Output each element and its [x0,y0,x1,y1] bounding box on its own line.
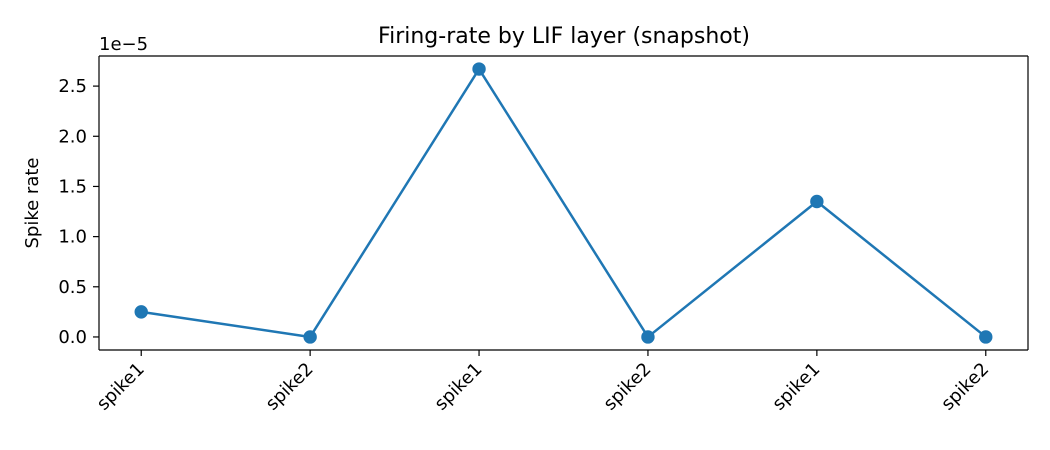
y-axis-offset-label: 1e−5 [99,34,148,55]
data-point [641,330,655,344]
data-point [810,194,824,209]
y-tick-label: 2.0 [58,126,87,147]
data-point [303,330,317,344]
x-tick-label: spike1 [768,359,824,415]
x-tick-label: spike1 [93,359,149,415]
x-tick-label: spike2 [937,359,993,415]
axes: 0.0 0.5 1.0 1.5 2.0 2.5 spike1 spike2 spike1 spik… [58,55,1029,415]
data-point [472,62,486,76]
x-tick-label: spike1 [431,359,487,415]
plot-area [134,62,993,344]
y-tick-label: 0.5 [58,277,87,298]
data-point [979,330,993,344]
data-point [134,305,148,319]
chart-title: Firing-rate by LIF layer (snapshot) [378,24,750,49]
x-tick-label: spike2 [262,359,318,415]
y-tick-label: 1.5 [58,176,87,197]
y-tick-label: 2.5 [58,76,87,97]
series-line [139,67,988,339]
x-tick-label: spike2 [600,359,656,415]
y-tick-label: 0.0 [58,327,87,348]
y-axis-label: Spike rate [22,158,43,249]
y-tick-label: 1.0 [58,227,87,248]
